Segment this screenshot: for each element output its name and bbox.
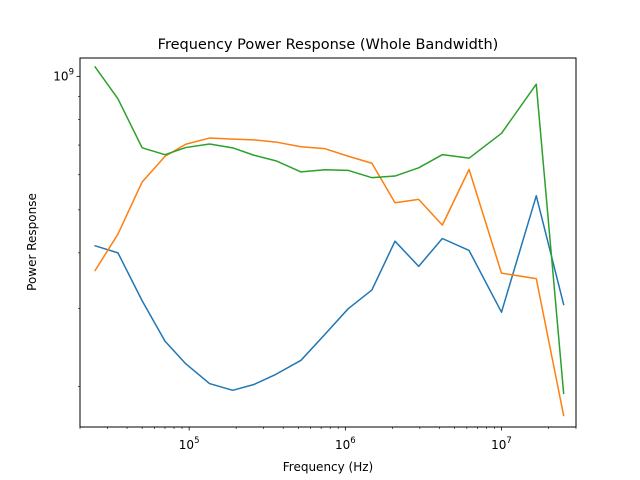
y-axis: 109 (53, 67, 80, 387)
x-axis: 105 106 107 (79, 427, 577, 452)
series-line-3 (94, 65, 565, 395)
x-tick-label: 106 (335, 436, 356, 452)
x-tick-label: 105 (179, 436, 200, 452)
series-line-2 (94, 137, 565, 417)
x-tick-label: 107 (491, 436, 512, 452)
y-tick-label: 109 (53, 67, 74, 83)
plot-frame (79, 57, 577, 428)
y-axis-label: Power Response (25, 193, 39, 291)
x-axis-label: Frequency (Hz) (283, 460, 374, 474)
series-line-1 (94, 195, 565, 392)
chart-title: Frequency Power Response (Whole Bandwidt… (158, 37, 499, 53)
series-layer (94, 65, 565, 417)
